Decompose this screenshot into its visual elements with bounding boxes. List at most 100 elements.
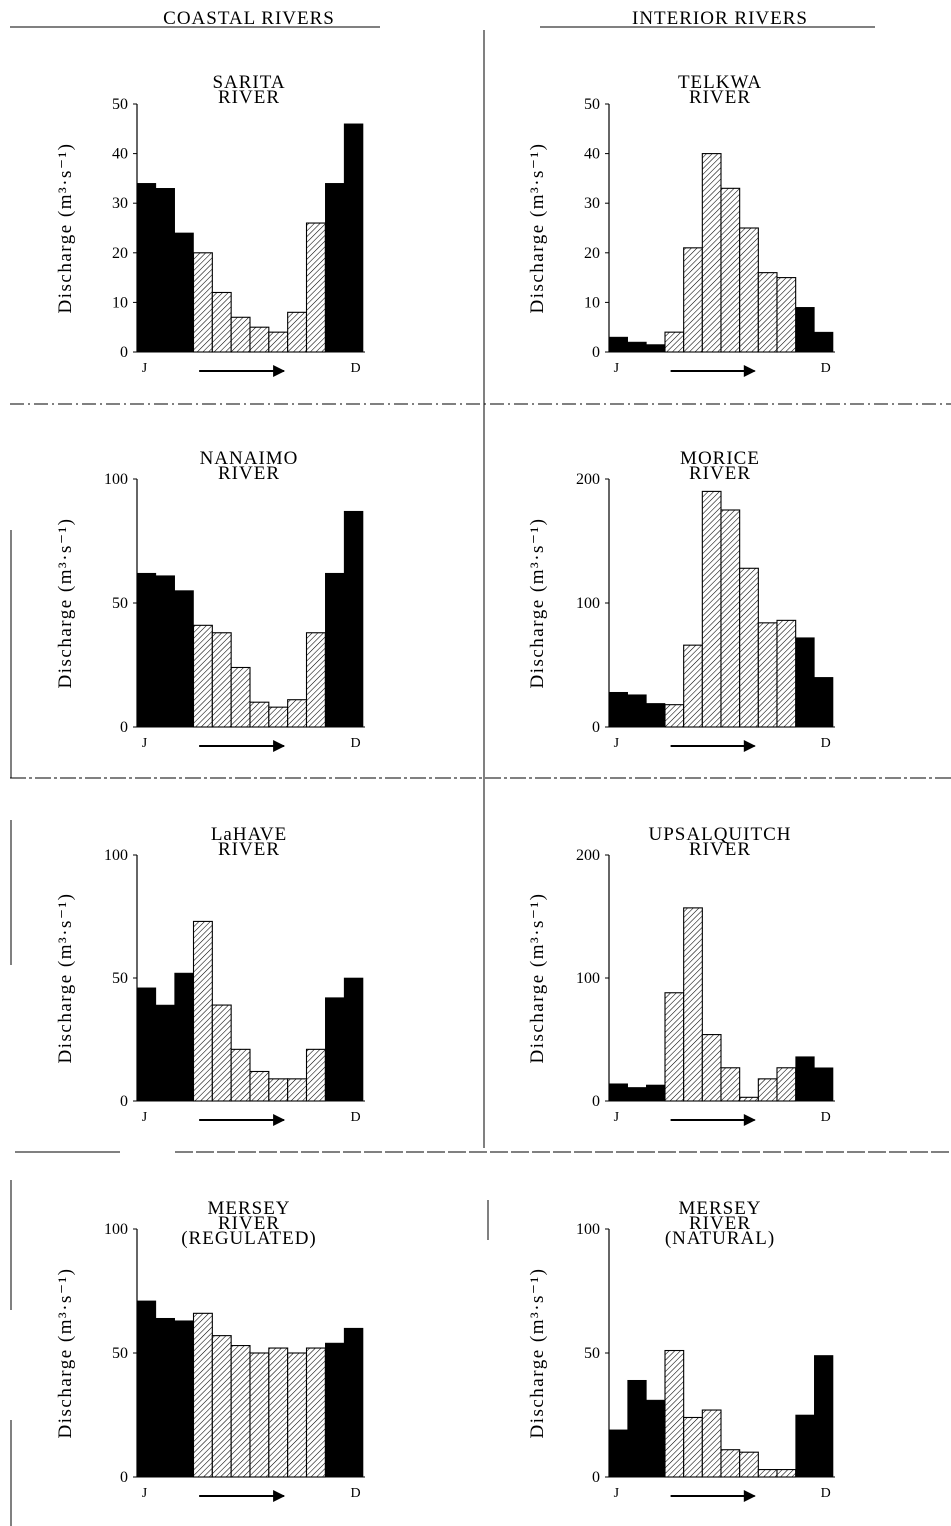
bar-a-8 [739,1451,759,1478]
y-tick-label: 10 [112,294,128,311]
y-tick-label: 50 [112,595,128,612]
y-tick-label: 200 [576,471,600,488]
bar-n-11 [795,1056,815,1102]
coastal-rivers-header: COASTAL RIVERS [163,8,335,29]
bar-m-5 [211,291,232,353]
panel-title-line: RIVER [218,1213,280,1234]
x-label-last-month: D [351,1486,361,1501]
bar-a-8 [739,1096,759,1102]
x-label-last-month: D [351,361,361,376]
y-tick-label: 0 [592,344,600,361]
y-tick-label: 40 [112,146,128,163]
y-axis-label: Discharge (m³·s⁻¹) [527,892,548,1063]
bar-m-3 [646,703,666,728]
bar-a-8 [268,1347,289,1478]
bar-j-1 [136,987,157,1102]
y-tick-label: 100 [104,847,128,864]
bar-j-1 [136,1300,157,1478]
x-label-first-month: J [142,361,148,376]
bar-j-7 [720,509,741,728]
bar-m-5 [683,907,703,1102]
bar-m-3 [174,1320,194,1478]
bar-j-6 [230,1048,251,1102]
y-tick-label: 50 [112,96,128,113]
panel-title-line: RIVER [689,1213,751,1234]
bar-s-9 [757,272,778,353]
bar-m-5 [683,1416,703,1478]
bar-m-5 [211,1004,232,1102]
bar-d-12 [343,977,364,1102]
y-tick-label: 0 [592,1469,600,1486]
bar-a-4 [192,624,213,728]
y-tick-label: 20 [112,245,128,262]
panel-grid-lines [10,30,951,1526]
panel-title-line: RIVER [689,839,751,860]
bar-j-7 [249,326,270,353]
bar-o-10 [305,1347,326,1478]
bar-j-7 [720,1067,741,1102]
bar-f-2 [627,341,647,353]
bar-m-3 [174,590,194,728]
bar-n-11 [795,1414,815,1478]
bar-j-6 [701,1034,722,1102]
panel-title-line: TELKWA [678,72,762,93]
y-axis-label: Discharge (m³·s⁻¹) [527,1267,548,1438]
bar-o-10 [776,1067,797,1102]
x-label-last-month: D [821,361,831,376]
bar-s-9 [287,699,308,728]
bar-j-6 [230,316,251,353]
y-tick-label: 30 [112,195,128,212]
bar-a-4 [664,1349,685,1478]
bar-s-9 [757,1078,778,1102]
bar-f-2 [155,575,175,728]
y-tick-label: 0 [592,1093,600,1110]
bar-j-6 [701,153,722,353]
x-label-last-month: D [351,736,361,751]
x-label-last-month: D [821,1486,831,1501]
bar-o-10 [776,277,797,353]
bar-d-12 [814,1355,834,1478]
bar-m-3 [174,232,194,353]
y-tick-label: 40 [584,146,600,163]
y-tick-label: 100 [104,1221,128,1238]
y-axis-label: Discharge (m³·s⁻¹) [55,1267,76,1438]
panel-title-line: MORICE [680,448,760,469]
bar-o-10 [305,632,326,728]
bar-j-1 [608,1429,628,1478]
panel-title-line: RIVER [689,87,751,108]
bar-o-10 [776,1469,797,1478]
bar-a-4 [664,704,685,728]
bar-n-11 [325,1342,345,1478]
bar-f-2 [627,1087,647,1102]
bar-j-6 [701,1409,722,1478]
y-tick-label: 10 [584,294,600,311]
bar-d-12 [814,331,834,353]
bar-m-3 [646,1399,666,1478]
bar-j-1 [136,572,157,728]
y-tick-label: 50 [112,1345,128,1362]
y-tick-label: 0 [120,1469,128,1486]
panel-title-line: RIVER [218,463,280,484]
bar-a-4 [192,1312,213,1478]
bar-j-6 [230,1345,251,1478]
y-axis-label: Discharge (m³·s⁻¹) [55,517,76,688]
bar-s-9 [757,1469,778,1478]
y-tick-label: 30 [584,195,600,212]
bar-s-9 [757,622,778,728]
panel-title-line: RIVER [218,87,280,108]
x-label-first-month: J [614,1486,620,1501]
bar-a-4 [664,992,685,1102]
y-tick-label: 100 [576,595,600,612]
panel-title-line: RIVER [218,839,280,860]
panel-title-line: SARITA [212,72,285,93]
panel-title-line: NANAIMO [200,448,299,469]
bar-j-1 [608,1083,628,1102]
bar-n-11 [325,997,345,1102]
bar-j-7 [249,1352,270,1478]
y-axis-label: Discharge (m³·s⁻¹) [527,142,548,313]
